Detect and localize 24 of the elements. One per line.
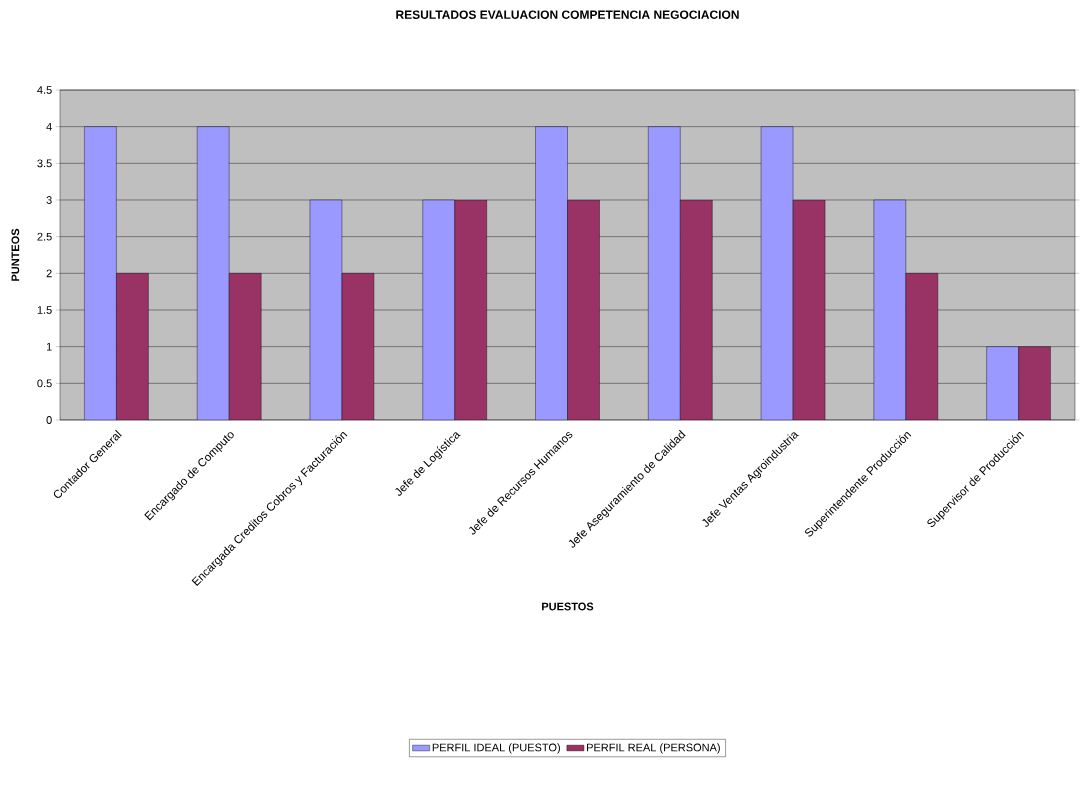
y-tick-label: 3.5 (37, 159, 52, 168)
y-tick-label: 1 (46, 342, 52, 351)
bar (648, 126, 681, 420)
bar (196, 126, 230, 420)
x-axis-title: PUESTOS (542, 602, 594, 611)
bar (760, 126, 794, 420)
y-tick-label: 3 (46, 196, 52, 204)
bar (422, 199, 455, 420)
bar (84, 126, 117, 420)
y-tick-label: 2 (46, 269, 52, 278)
y-axis-title: PUNTEOS (11, 228, 20, 281)
bar (986, 346, 1019, 420)
bar (535, 126, 568, 420)
bar (873, 199, 907, 420)
y-tick-label: 1.5 (37, 306, 52, 314)
y-tick-label: 0 (46, 416, 52, 424)
chart-title: RESULTADOS EVALUACION COMPETENCIA NEGOCIACION (396, 10, 739, 19)
y-tick-label: 4.5 (37, 86, 52, 94)
y-tick-label: 4 (46, 122, 52, 131)
bar (309, 199, 343, 420)
y-tick-label: 0.5 (37, 379, 52, 388)
legend-label: PERFIL IDEAL (PUESTO) (432, 743, 560, 754)
y-tick-label: 2.5 (37, 232, 52, 241)
legend-label: PERFIL REAL (PERSONA) (587, 743, 720, 754)
